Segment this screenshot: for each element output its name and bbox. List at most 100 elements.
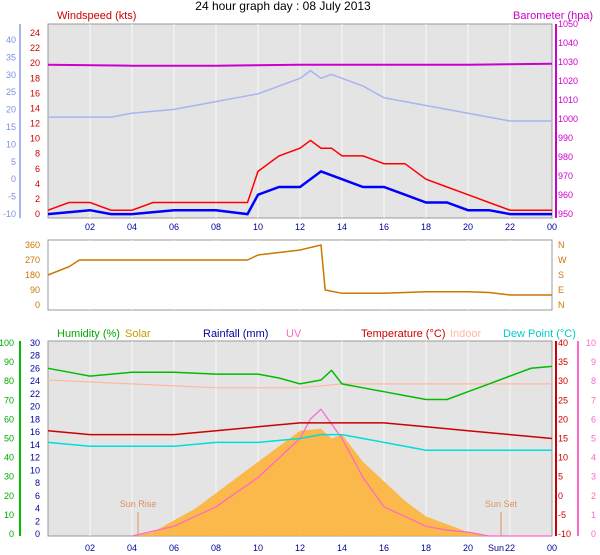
axis-tick-label: 10: [558, 453, 568, 463]
uv-line: [131, 408, 552, 537]
x-tick-label: 10: [253, 222, 263, 232]
axis-tick-label: 0: [591, 529, 596, 539]
axis-tick-label: 1: [591, 510, 596, 520]
axis-tick-label: 10: [30, 134, 40, 144]
windavg-line: [47, 169, 552, 216]
axis-tick-label: 40: [6, 35, 16, 45]
axis-tick-label: 12: [30, 453, 40, 463]
sun-extra-tick: Sun: [488, 543, 504, 553]
x-tick-label: 10: [253, 543, 263, 553]
bottom-x-labels: 02 04 06 08 10 12 14 16 18 20 22 00: [85, 543, 557, 553]
axis-tick-label: 6: [591, 414, 596, 424]
solar-area: [132, 428, 552, 536]
axis-tick-label: 1000: [558, 114, 578, 124]
axis-tick-label: 18: [30, 414, 40, 424]
axis-tick-label: 24: [30, 28, 40, 38]
axis-tick-label: 2: [35, 516, 40, 526]
axis-tick-label: 5: [591, 434, 596, 444]
legend-humidity: Humidity (%): [57, 328, 120, 340]
axis-tick-label: 0: [35, 529, 40, 539]
x-tick-label: 22: [505, 222, 515, 232]
axis-tick-label: 35: [6, 52, 16, 62]
x-tick-label: 12: [295, 543, 305, 553]
x-tick-label: 02: [85, 222, 95, 232]
x-tick-label: 00: [547, 543, 557, 553]
axis-tick-label: 16: [30, 427, 40, 437]
x-tick-label: 08: [211, 543, 221, 553]
axis-tick-label: 80: [4, 376, 14, 386]
bottom-series: [47, 365, 553, 537]
dewpoint-line: [47, 433, 552, 451]
axis-tick-label: 26: [30, 363, 40, 373]
axis-tick-label: 22: [30, 43, 40, 53]
x-tick-label: 06: [169, 222, 179, 232]
axis-tick-label: 20: [30, 402, 40, 412]
x-tick-label: 00: [547, 222, 557, 232]
axis-tick-label: 1030: [558, 57, 578, 67]
axis-tick-label: 0: [11, 174, 16, 184]
windspeed-line: [47, 139, 552, 211]
axis-tick-label: 950: [558, 209, 573, 219]
x-tick-label: 04: [127, 543, 137, 553]
axis-tick-label: N: [558, 240, 565, 250]
x-tick-label: 14: [337, 543, 347, 553]
axis-tick-label: 990: [558, 133, 573, 143]
axis-tick-label: 5: [11, 157, 16, 167]
axis-tick-label: 12: [30, 119, 40, 129]
axis-tick-label: 6: [35, 491, 40, 501]
bottom-axis-ticks: 1009080706050403020100302826242220181614…: [0, 338, 596, 539]
axis-tick-label: 10: [6, 139, 16, 149]
gust-line: [48, 69, 552, 122]
x-tick-label: 18: [421, 222, 431, 232]
axis-tick-label: 20: [4, 491, 14, 501]
sunset-label: Sun Set: [485, 499, 518, 509]
axis-tick-label: 16: [30, 88, 40, 98]
top-right-axis-title: Barometer (hpa): [513, 10, 593, 22]
x-tick-label: 20: [463, 222, 473, 232]
axis-tick-label: 100: [0, 338, 14, 348]
mid-series: [47, 244, 552, 296]
axis-tick-label: 1010: [558, 95, 578, 105]
axis-tick-label: 50: [4, 434, 14, 444]
axis-tick-label: 4: [591, 453, 596, 463]
axis-tick-label: 0: [35, 209, 40, 219]
axis-tick-label: 18: [30, 73, 40, 83]
axis-tick-label: 28: [30, 351, 40, 361]
axis-tick-label: 40: [4, 453, 14, 463]
axis-tick-label: 5: [558, 472, 563, 482]
axis-tick-label: 960: [558, 190, 573, 200]
axis-tick-label: 20: [6, 105, 16, 115]
x-tick-label: 06: [169, 543, 179, 553]
axis-tick-label: 24: [30, 376, 40, 386]
legend-dewpoint: Dew Point (°C): [503, 328, 576, 340]
x-tick-label: 16: [379, 222, 389, 232]
axis-tick-label: 25: [558, 395, 568, 405]
axis-tick-label: W: [558, 255, 567, 265]
barometer-line: [47, 62, 553, 67]
axis-tick-label: 22: [30, 389, 40, 399]
axis-tick-label: S: [558, 270, 564, 280]
axis-tick-label: 2: [591, 491, 596, 501]
legend-uv: UV: [286, 328, 302, 340]
top-series: [47, 62, 553, 216]
axis-tick-label: -10: [3, 209, 16, 219]
top-x-labels: 02 04 06 08 10 12 14 16 18 20 22 00: [85, 222, 557, 232]
x-tick-label: 16: [379, 543, 389, 553]
top-left-axis-title: Windspeed (kts): [57, 10, 136, 22]
axis-tick-label: 4: [35, 504, 40, 514]
axis-tick-label: E: [558, 285, 564, 295]
axis-tick-label: 30: [558, 376, 568, 386]
x-tick-label: 12: [295, 222, 305, 232]
axis-tick-label: 60: [4, 414, 14, 424]
axis-tick-label: 15: [6, 122, 16, 132]
temperature-line: [47, 422, 553, 440]
axis-tick-label: 20: [558, 414, 568, 424]
x-tick-label: 22: [505, 543, 515, 553]
graph-title: 24 hour graph day : 08 July 2013: [195, 0, 371, 13]
axis-tick-label: 0: [35, 300, 40, 310]
axis-tick-label: 1040: [558, 38, 578, 48]
axis-tick-label: 7: [591, 395, 596, 405]
axis-tick-label: 20: [30, 58, 40, 68]
axis-tick-label: 35: [558, 357, 568, 367]
